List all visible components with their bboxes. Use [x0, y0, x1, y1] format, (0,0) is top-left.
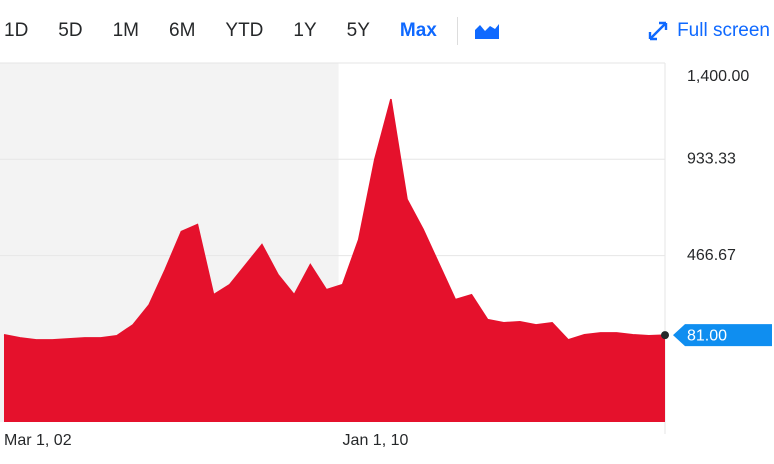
- range-button[interactable]: 5Y: [346, 20, 370, 41]
- fullscreen-icon: [648, 21, 668, 41]
- x-tick-label: Mar 1, 02: [4, 432, 72, 449]
- fullscreen-label: Full screen: [677, 20, 770, 41]
- chart-type-icon[interactable]: [474, 21, 500, 41]
- price-tag: [673, 324, 772, 347]
- x-tick-label: Jan 1, 10: [343, 432, 409, 449]
- period-shade: [0, 63, 339, 422]
- range-button[interactable]: 6M: [169, 20, 196, 41]
- y-tick-label: 466.67: [687, 247, 736, 264]
- range-button[interactable]: 1D: [4, 20, 29, 41]
- last-point: [661, 331, 669, 340]
- separator: [456, 17, 458, 45]
- area-fill: [4, 99, 665, 422]
- range-buttons: 1D 5D 1M 6M YTD 1Y 5Y Max: [0, 20, 463, 42]
- range-button[interactable]: Max: [399, 20, 437, 41]
- price-line: [3, 98, 666, 341]
- y-tick-label: 1,400.00: [687, 68, 749, 85]
- price-tag-label: 81.00: [687, 327, 727, 344]
- fullscreen-button[interactable]: Full screen: [647, 20, 770, 42]
- range-button[interactable]: 1M: [112, 20, 139, 41]
- range-button[interactable]: 5D: [58, 20, 83, 41]
- range-button[interactable]: 1Y: [293, 20, 317, 41]
- y-tick-label: 933.33: [687, 151, 736, 168]
- range-button[interactable]: YTD: [225, 20, 264, 41]
- toolbar: 1D 5D 1M 6M YTD 1Y 5Y Max Full screen: [0, 14, 774, 48]
